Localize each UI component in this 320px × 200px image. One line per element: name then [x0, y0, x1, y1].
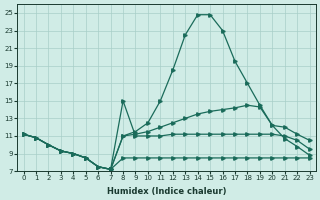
X-axis label: Humidex (Indice chaleur): Humidex (Indice chaleur) [107, 187, 226, 196]
